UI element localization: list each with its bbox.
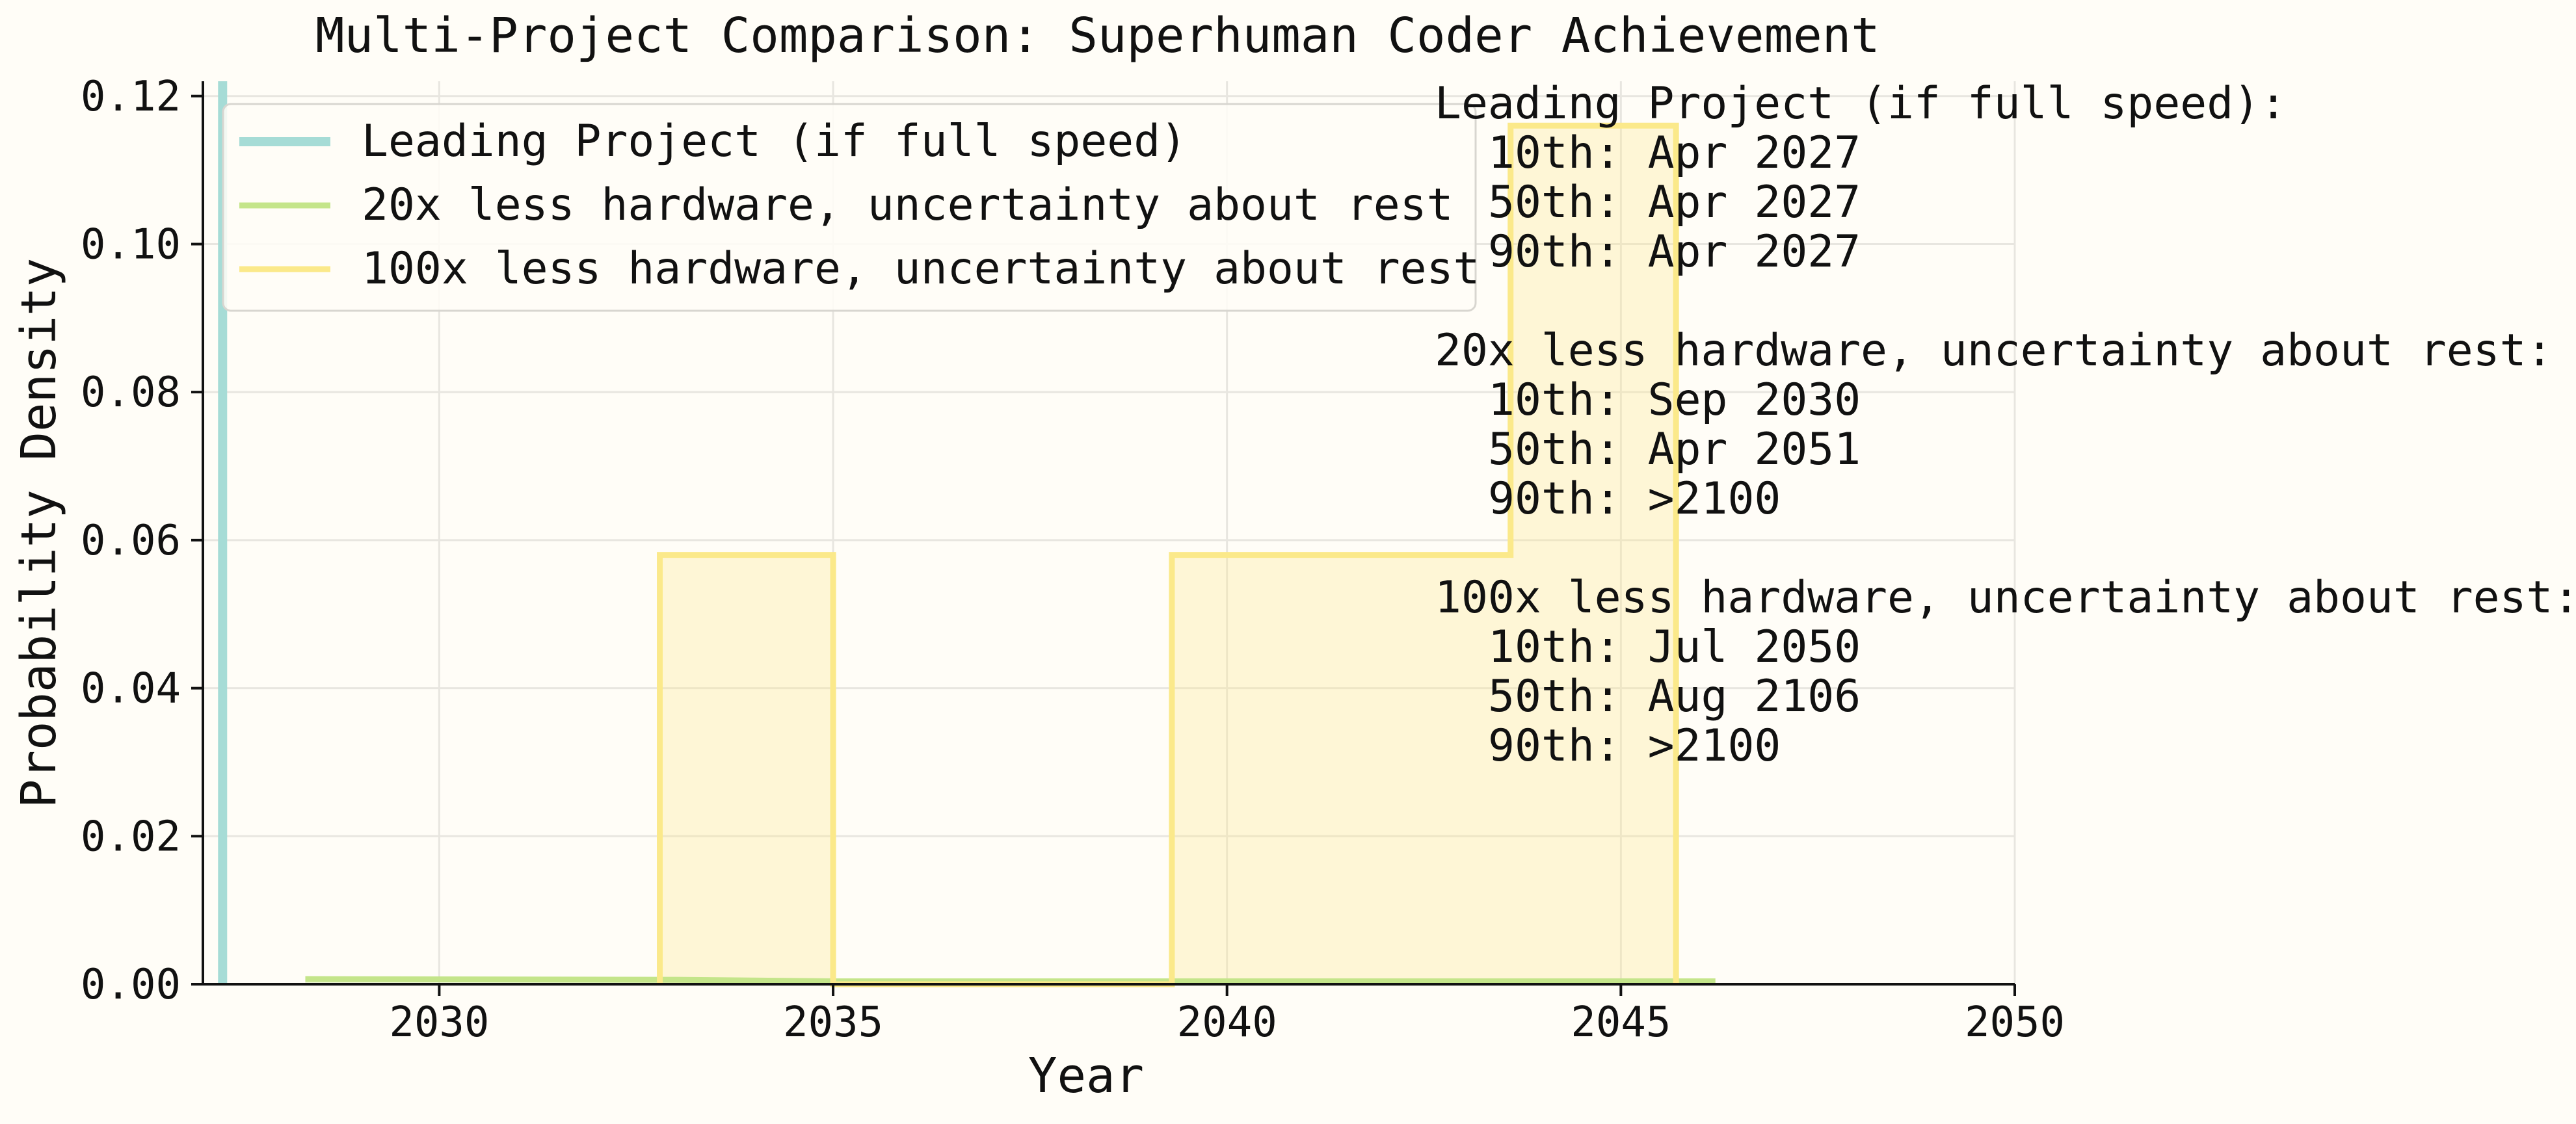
x-tick-label: 2050 [1965,999,2065,1047]
x-tick-label: 2045 [1571,999,1671,1047]
legend-label: Leading Project (if full speed) [362,116,1187,167]
annotation-line: 10th: Apr 2027 [1488,127,1861,179]
legend-label: 100x less hardware, uncertainty about re… [362,243,1480,294]
x-tick-label: 2035 [783,999,883,1047]
annotation-line: 90th: >2100 [1488,473,1781,525]
axes [202,81,2015,986]
y-tick-label: 0.00 [81,961,181,1009]
legend-label: 20x less hardware, uncertainty about res… [362,179,1454,231]
y-tick-label: 0.12 [81,73,181,121]
annotation-line: 90th: Apr 2027 [1488,226,1861,278]
annotation-line: 50th: Apr 2051 [1488,424,1861,475]
series-2-line [657,122,1679,987]
chart-title: Multi-Project Comparison: Superhuman Cod… [315,8,1880,64]
x-tick-label: 2040 [1177,999,1277,1047]
legend: Leading Project (if full speed) 20x less … [222,103,1480,312]
annotation-heading: 20x less hardware, uncertainty about res… [1435,325,2553,376]
percentile-annotations: Leading Project (if full speed):10th: Ap… [1435,78,2576,772]
series-2-fill [659,125,1677,984]
annotation-heading: 100x less hardware, uncertainty about re… [1435,572,2576,623]
annotation-line: 50th: Aug 2106 [1488,671,1861,722]
ticks: 2030 2035 2040 2045 2050 0.00 0.02 0.04 0.06 0.08… [81,73,2065,1047]
x-axis-label: Year [1028,1048,1144,1104]
y-tick-label: 0.02 [81,813,181,861]
annotation-heading: Leading Project (if full speed): [1435,78,2287,129]
annotation-line: 90th: >2100 [1488,720,1781,772]
legend-box [222,103,1477,312]
series-1-line [305,976,1716,984]
y-tick-label: 0.04 [81,665,181,713]
y-tick-label: 0.08 [81,369,181,417]
y-tick-label: 0.10 [81,220,181,268]
y-axis-label: Probability Density [11,258,67,808]
annotation-line: 10th: Sep 2030 [1488,374,1861,426]
annotation-line: 10th: Jul 2050 [1488,621,1861,673]
annotation-line: 50th: Apr 2027 [1488,177,1861,228]
y-tick-label: 0.06 [81,517,181,565]
x-tick-label: 2030 [389,999,489,1047]
